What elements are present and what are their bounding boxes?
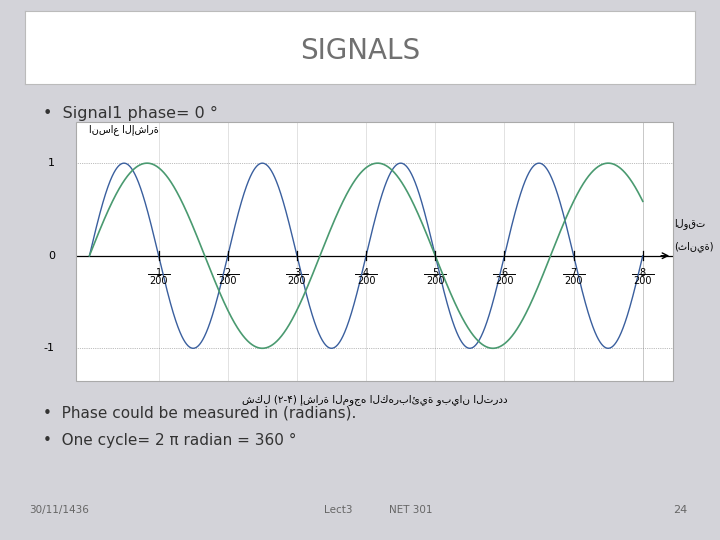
Text: 200: 200 bbox=[564, 276, 583, 286]
Text: 200: 200 bbox=[357, 276, 375, 286]
Text: Lect3: Lect3 bbox=[324, 505, 353, 515]
Text: 7: 7 bbox=[570, 268, 577, 278]
Text: 0: 0 bbox=[48, 251, 55, 261]
Text: 24: 24 bbox=[673, 505, 688, 515]
Text: (ثانية): (ثانية) bbox=[674, 241, 714, 252]
Text: 200: 200 bbox=[426, 276, 444, 286]
Text: 200: 200 bbox=[149, 276, 168, 286]
Text: 2: 2 bbox=[225, 268, 231, 278]
Text: 6: 6 bbox=[501, 268, 508, 278]
Text: 5: 5 bbox=[432, 268, 438, 278]
Text: شكل (۲-۴) إشارة الموجه الكهربائية وبيان التردد: شكل (۲-۴) إشارة الموجه الكهربائية وبيان … bbox=[242, 394, 507, 405]
Text: NET 301: NET 301 bbox=[389, 505, 432, 515]
Text: SIGNALS: SIGNALS bbox=[300, 37, 420, 65]
Text: 1: 1 bbox=[156, 268, 162, 278]
Text: انساع الإشارة: انساع الإشارة bbox=[89, 124, 159, 135]
Text: 200: 200 bbox=[634, 276, 652, 286]
Text: -1: -1 bbox=[44, 343, 55, 353]
Text: •  One cycle= 2 π radian = 360 °: • One cycle= 2 π radian = 360 ° bbox=[43, 433, 297, 448]
Text: 200: 200 bbox=[288, 276, 306, 286]
Text: •  Phase could be measured in (radians).: • Phase could be measured in (radians). bbox=[43, 406, 356, 421]
Text: 3: 3 bbox=[294, 268, 300, 278]
Text: 200: 200 bbox=[218, 276, 237, 286]
Text: الوقت: الوقت bbox=[674, 218, 705, 229]
Text: 30/11/1436: 30/11/1436 bbox=[29, 505, 89, 515]
Bar bbox=[76, 122, 673, 381]
Text: •  Signal1 phase= 0 °: • Signal1 phase= 0 ° bbox=[43, 106, 218, 121]
Text: 8: 8 bbox=[639, 268, 646, 278]
Text: 1: 1 bbox=[48, 158, 55, 168]
Text: 200: 200 bbox=[495, 276, 513, 286]
Text: 4: 4 bbox=[363, 268, 369, 278]
